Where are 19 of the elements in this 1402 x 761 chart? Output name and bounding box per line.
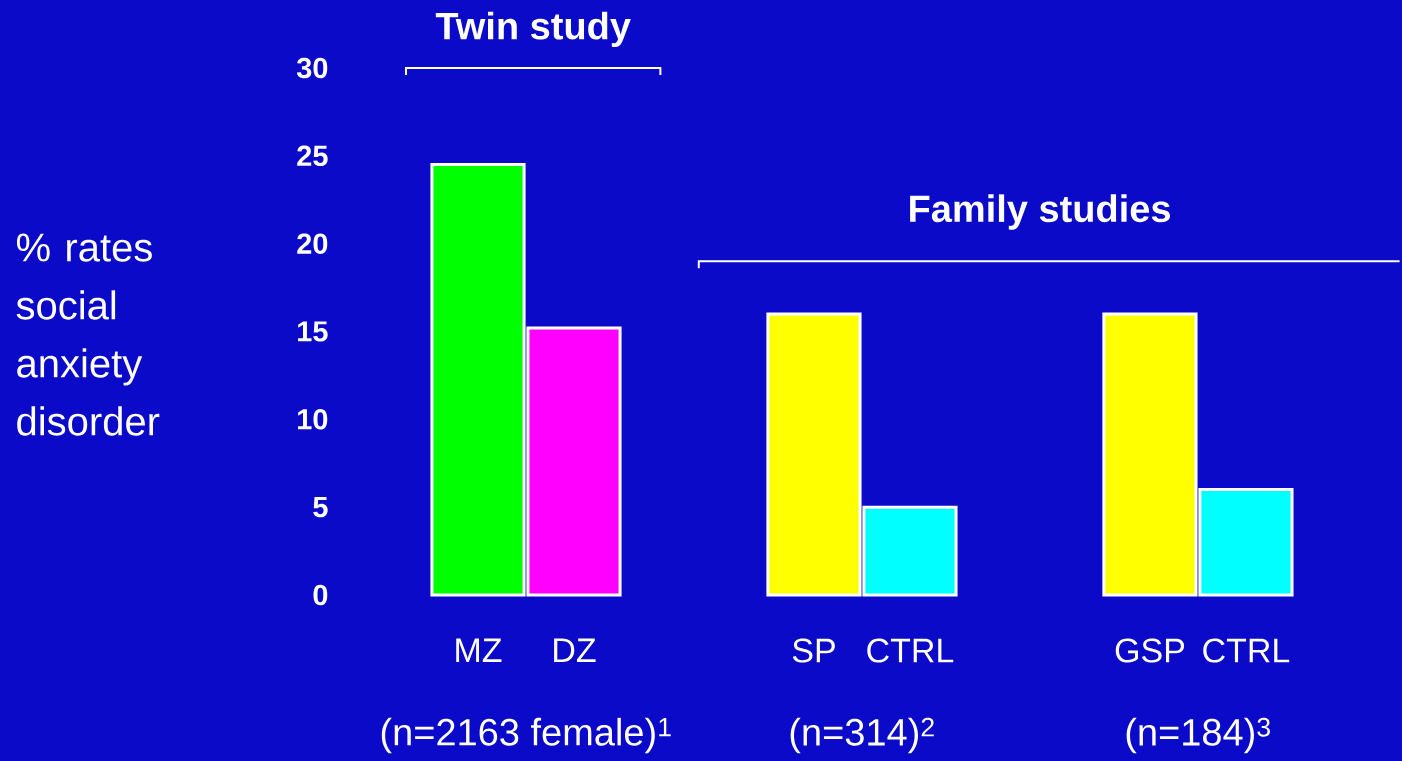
text: (n=2163 female)$^{1}$ (381, 717, 671, 754)
x-tick-label: CTRL (1203, 638, 1290, 663)
text: (n=314)$^{2}$ (790, 717, 934, 754)
x-tick-label: CTRL (867, 638, 954, 663)
y-tick-label: 10 (298, 409, 328, 430)
text: Twin study (435, 11, 631, 48)
x-tick-label: MZ (456, 638, 502, 662)
y-tick-label: 25 (297, 145, 328, 167)
y-tick-label: 0 (313, 584, 328, 606)
y-tick-label: 5 (313, 497, 328, 518)
text: (n=184)$^{3}$ (1126, 717, 1270, 754)
y-tick-label: 20 (297, 233, 328, 254)
y-axis-title: % rates social anxiety disorder (16, 233, 160, 436)
y-tick-label: 30 (296, 57, 328, 79)
y-tick-label: 15 (298, 321, 328, 342)
x-tick-label: DZ (554, 638, 596, 662)
annotation: Family studies (910, 194, 1170, 230)
x-tick-label: GSP (1115, 638, 1185, 663)
x-tick-label: SP (792, 638, 835, 663)
